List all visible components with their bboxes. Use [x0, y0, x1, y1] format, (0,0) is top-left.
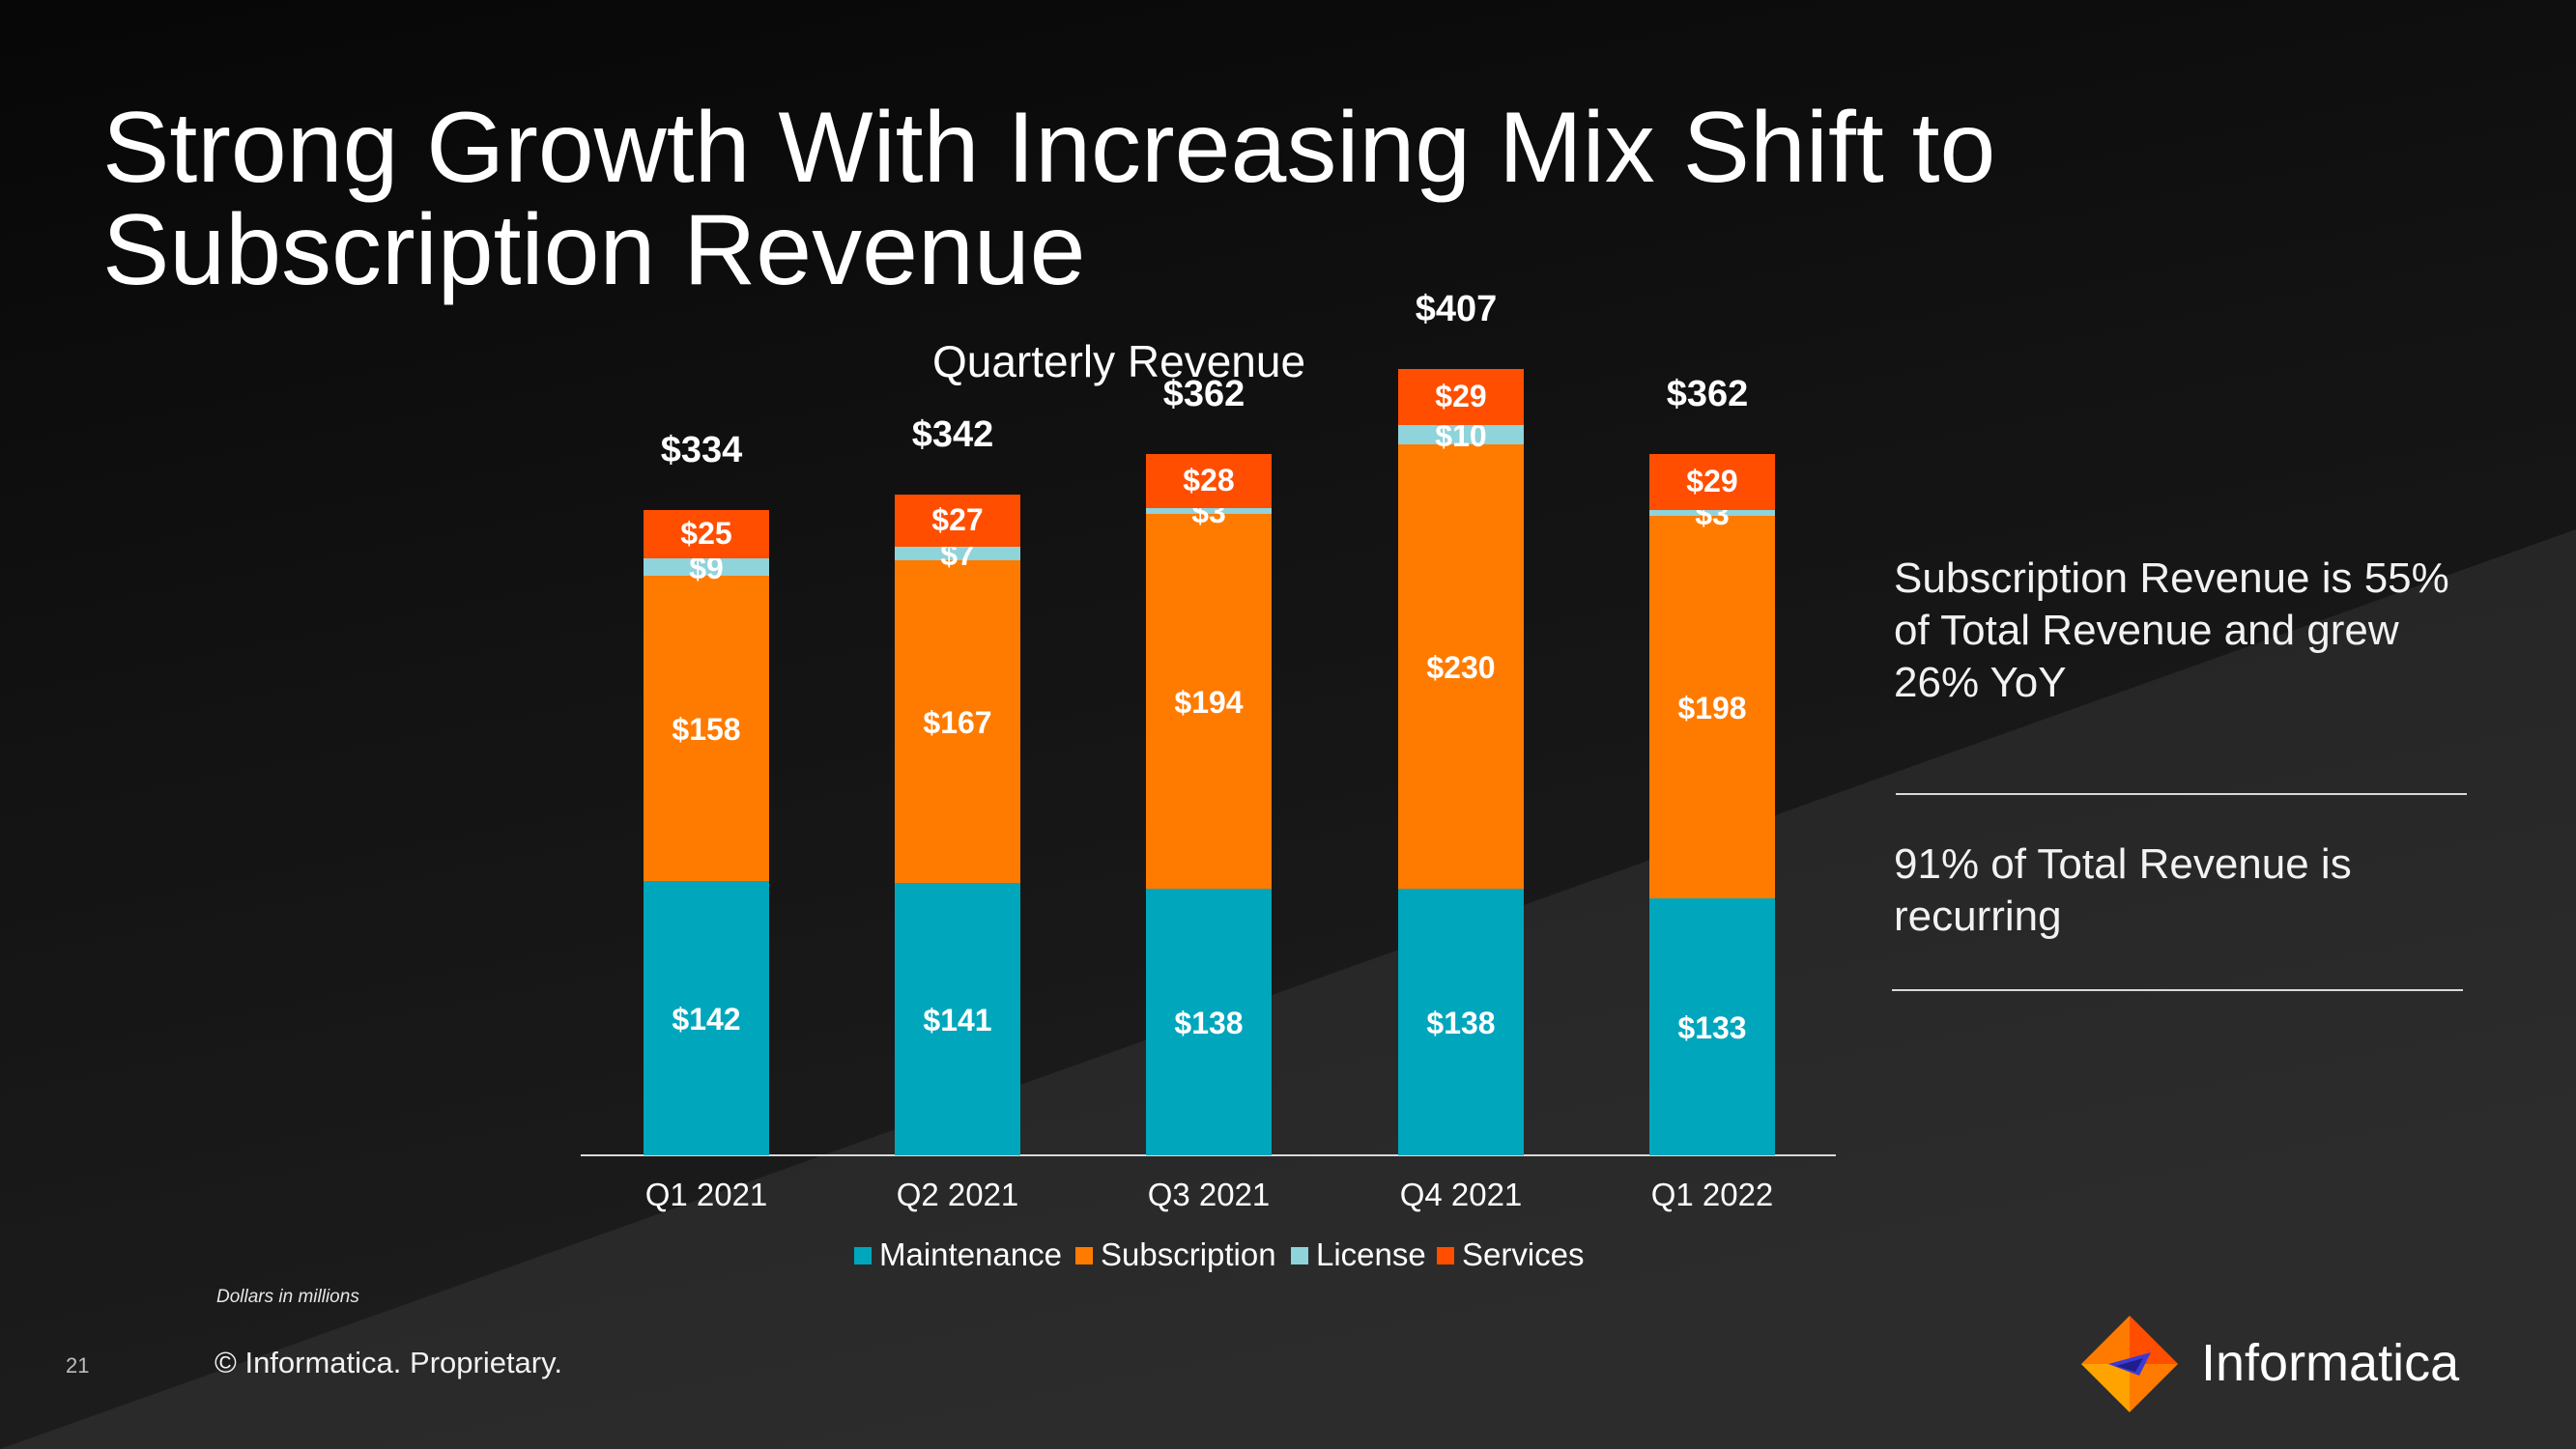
insight-subscription: Subscription Revenue is 55% of Total Rev… — [1894, 554, 2449, 706]
bar-services — [895, 495, 1020, 547]
data-label-maintenance: $138 — [1174, 1006, 1243, 1040]
bar-maintenance — [1146, 889, 1272, 1155]
chart-title: Quarterly Revenue — [932, 336, 1305, 386]
legend-label-license: License — [1316, 1236, 1426, 1272]
legend-label-maintenance: Maintenance — [879, 1236, 1062, 1272]
bar-license — [1398, 425, 1524, 444]
divider — [1892, 989, 2463, 991]
bar-subscription — [1146, 514, 1272, 889]
data-label-subscription: $230 — [1426, 650, 1495, 685]
bar-maintenance — [1649, 898, 1775, 1155]
x-tick-label: Q1 2021 — [645, 1177, 768, 1212]
informatica-logo-icon — [2081, 1316, 2178, 1412]
bar-services — [1649, 454, 1775, 510]
bar-maintenance — [1398, 889, 1524, 1155]
bar-subscription — [1649, 516, 1775, 898]
data-label-subscription: $167 — [923, 705, 991, 740]
total-label: $334 — [661, 430, 743, 470]
data-label-maintenance: $142 — [672, 1002, 740, 1037]
bar-subscription — [1398, 444, 1524, 889]
bar-services — [1146, 454, 1272, 508]
slide-title: Strong Growth With Increasing Mix Shift … — [102, 92, 1996, 306]
data-label-maintenance: $141 — [923, 1003, 991, 1037]
total-label: $342 — [912, 414, 994, 455]
total-label: $362 — [1163, 374, 1245, 414]
bar-license — [644, 558, 769, 576]
bar-license — [1649, 510, 1775, 516]
data-label-services: $29 — [1435, 379, 1486, 413]
legend-swatch-license — [1291, 1247, 1308, 1264]
x-tick-label: Q1 2022 — [1651, 1177, 1774, 1212]
page-number: 21 — [66, 1353, 90, 1378]
x-tick-label: Q3 2021 — [1148, 1177, 1271, 1212]
data-label-maintenance: $138 — [1426, 1006, 1495, 1040]
bar-maintenance — [644, 881, 769, 1155]
legend-label-subscription: Subscription — [1101, 1236, 1276, 1272]
legend-swatch-subscription — [1075, 1247, 1093, 1264]
legend-label-services: Services — [1462, 1236, 1585, 1272]
bar-services — [644, 510, 769, 558]
divider — [1896, 793, 2467, 795]
bar-services — [1398, 369, 1524, 425]
bar-license — [1146, 508, 1272, 514]
data-label-services: $25 — [680, 516, 731, 551]
total-label: $407 — [1416, 289, 1498, 329]
data-label-services: $29 — [1686, 464, 1737, 498]
data-label-maintenance: $133 — [1677, 1010, 1746, 1045]
data-label-subscription: $198 — [1677, 691, 1746, 725]
data-label-services: $28 — [1183, 463, 1234, 497]
bar-subscription — [895, 560, 1020, 883]
copyright: © Informatica. Proprietary. — [215, 1346, 562, 1379]
data-label-subscription: $158 — [672, 712, 740, 747]
legend-swatch-maintenance — [854, 1247, 872, 1264]
data-label-subscription: $194 — [1174, 685, 1243, 720]
bar-subscription — [644, 576, 769, 881]
x-tick-label: Q4 2021 — [1400, 1177, 1523, 1212]
total-label: $362 — [1667, 374, 1749, 414]
informatica-logo: Informatica — [2081, 1316, 2526, 1412]
footnote: Dollars in millions — [216, 1287, 359, 1307]
data-label-services: $27 — [931, 502, 983, 537]
x-tick-label: Q2 2021 — [897, 1177, 1019, 1212]
logo-text: Informatica — [2201, 1334, 2460, 1392]
insight-recurring: 91% of Total Revenue is recurring — [1894, 840, 2352, 940]
legend-swatch-services — [1437, 1247, 1454, 1264]
bar-license — [895, 547, 1020, 560]
bar-maintenance — [895, 883, 1020, 1155]
